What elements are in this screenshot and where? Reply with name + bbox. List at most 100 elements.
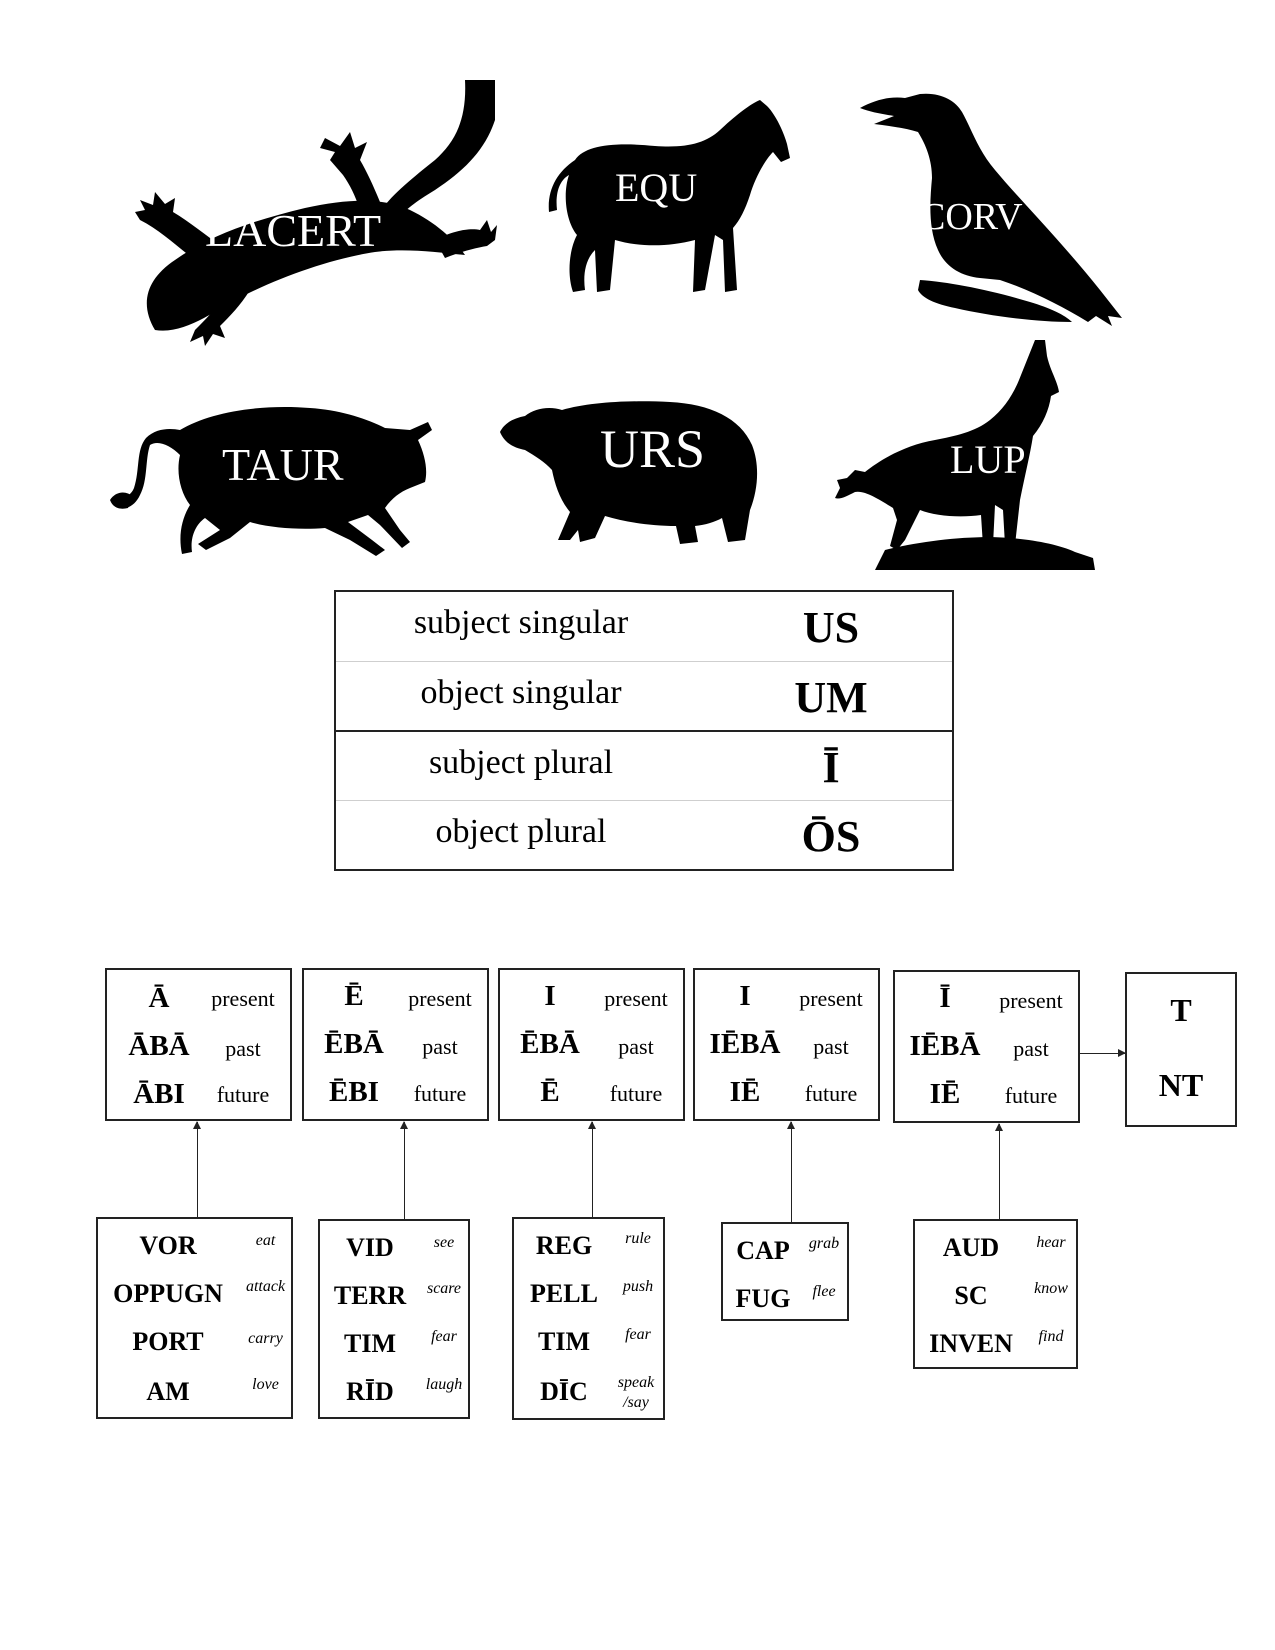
verb-stem: VID xyxy=(346,1233,394,1262)
table-row: object singular UM xyxy=(336,661,952,732)
arrow-up xyxy=(400,1121,408,1219)
raven-silhouette xyxy=(860,93,1122,326)
past-label: past xyxy=(225,1036,261,1061)
arrow-up xyxy=(588,1121,596,1217)
past-suffix: IĒBĀ xyxy=(909,1030,981,1062)
verb-gloss: carry xyxy=(248,1330,283,1347)
past-label: past xyxy=(1013,1036,1049,1061)
arrow-up xyxy=(995,1123,1003,1219)
case-ending: UM xyxy=(794,673,868,722)
future-suffix: IĒ xyxy=(729,1076,761,1108)
singular-person-ending: T xyxy=(1170,992,1192,1028)
verb-gloss: attack xyxy=(245,1278,286,1295)
animal-stem-equ: EQU xyxy=(615,165,698,210)
verb-stem: DĪC xyxy=(540,1377,588,1406)
future-label: future xyxy=(216,1082,270,1107)
verb-box-5: AUD hear SC know INVEN find xyxy=(913,1219,1078,1369)
past-suffix: ĀBĀ xyxy=(128,1030,190,1062)
past-label: past xyxy=(422,1034,458,1059)
verb-stem: TERR xyxy=(333,1281,407,1310)
verb-stem: SC xyxy=(954,1281,988,1310)
table-row: subject singular US xyxy=(336,592,952,662)
bear-silhouette xyxy=(500,401,758,544)
verb-gloss: find xyxy=(1038,1328,1064,1345)
present-suffix: I xyxy=(739,980,751,1012)
future-suffix: Ē xyxy=(540,1076,560,1108)
past-suffix: IĒBĀ xyxy=(709,1028,781,1060)
lizard-silhouette xyxy=(135,80,497,346)
animal-stem-lacert: LACERT xyxy=(205,205,382,256)
verb-gloss: fear xyxy=(625,1326,651,1343)
past-suffix: ĒBĀ xyxy=(520,1028,580,1060)
verb-stem: AM xyxy=(146,1377,190,1406)
animal-stem-lup: LUP xyxy=(950,437,1026,482)
past-label: past xyxy=(618,1034,654,1059)
verb-stem: RĪD xyxy=(346,1377,394,1406)
case-ending: US xyxy=(802,603,860,652)
tense-box-3: I present ĒBĀ past Ē future xyxy=(498,968,685,1121)
verb-stem: FUG xyxy=(735,1284,791,1313)
tense-box-5: Ī present IĒBĀ past IĒ future xyxy=(893,970,1080,1123)
arrow-up xyxy=(787,1121,795,1222)
verb-stem: TIM xyxy=(538,1327,590,1356)
verb-box-2: VID see TERR scare TIM fear RĪD laugh xyxy=(318,1219,470,1419)
verb-stem: OPPUGN xyxy=(113,1279,223,1308)
verb-stem: TIM xyxy=(344,1329,396,1358)
case-label: subject plural xyxy=(428,744,614,781)
verb-gloss: rule xyxy=(625,1230,651,1247)
verb-gloss: hear xyxy=(1036,1234,1066,1251)
verb-gloss: eat xyxy=(255,1232,276,1249)
lizard-icon: LACERT xyxy=(135,80,497,346)
person-endings-box: T NT xyxy=(1125,972,1237,1127)
present-label: present xyxy=(408,986,472,1011)
plural-person-ending: NT xyxy=(1158,1067,1204,1103)
verb-gloss: laugh xyxy=(425,1376,463,1393)
future-label: future xyxy=(1004,1083,1058,1108)
verb-stem: VOR xyxy=(139,1231,197,1260)
tense-box-4: I present IĒBĀ past IĒ future xyxy=(693,968,880,1121)
verb-stem: AUD xyxy=(942,1233,1000,1262)
horse-icon: EQU xyxy=(548,100,790,295)
raven-icon: CORV xyxy=(860,90,1125,330)
wolf-icon: LUP xyxy=(835,340,1095,570)
present-suffix: I xyxy=(544,980,556,1012)
case-label: object plural xyxy=(435,813,607,850)
present-suffix: Ī xyxy=(939,982,951,1014)
case-endings-table: subject singular US object singular UM s… xyxy=(334,590,954,871)
case-ending: ŌS xyxy=(801,812,861,861)
wolf-silhouette xyxy=(835,340,1095,570)
future-label: future xyxy=(804,1081,858,1106)
present-label: present xyxy=(211,986,275,1011)
table-row: object plural ŌS xyxy=(336,800,952,871)
verb-gloss: fear xyxy=(431,1328,457,1345)
verb-gloss: love xyxy=(252,1376,279,1393)
animal-stem-taur: TAUR xyxy=(222,439,344,490)
arrow-up xyxy=(193,1121,201,1217)
verb-gloss: scare xyxy=(426,1280,462,1297)
verb-gloss: speak /say xyxy=(617,1374,655,1411)
future-suffix: IĒ xyxy=(929,1078,961,1110)
present-suffix: Ā xyxy=(148,982,170,1014)
future-label: future xyxy=(609,1081,663,1106)
arrow-to-person-endings xyxy=(1080,1049,1126,1057)
verb-gloss: flee xyxy=(812,1283,836,1300)
verb-gloss: grab xyxy=(808,1235,840,1252)
present-label: present xyxy=(999,988,1063,1013)
verb-stem: PELL xyxy=(530,1279,598,1308)
present-label: present xyxy=(604,986,668,1011)
verb-box-1: VOR eat OPPUGN attack PORT carry AM love xyxy=(96,1217,293,1419)
past-suffix: ĒBĀ xyxy=(324,1028,384,1060)
verb-gloss: push xyxy=(622,1278,654,1295)
bull-icon: TAUR xyxy=(110,400,445,560)
tense-box-1: Ā present ĀBĀ past ĀBI future xyxy=(105,968,292,1121)
future-suffix: ĀBI xyxy=(133,1078,185,1110)
verb-box-3: REG rule PELL push TIM fear DĪC speak /s… xyxy=(512,1217,665,1420)
case-label: object singular xyxy=(420,674,622,711)
animal-stem-corv: CORV xyxy=(920,196,1023,238)
horse-silhouette xyxy=(548,100,790,292)
future-suffix: ĒBI xyxy=(329,1076,379,1108)
bear-icon: URS xyxy=(500,400,760,550)
animal-stem-urs: URS xyxy=(600,419,706,479)
verb-stem: PORT xyxy=(132,1327,204,1356)
case-label: subject singular xyxy=(413,604,629,641)
